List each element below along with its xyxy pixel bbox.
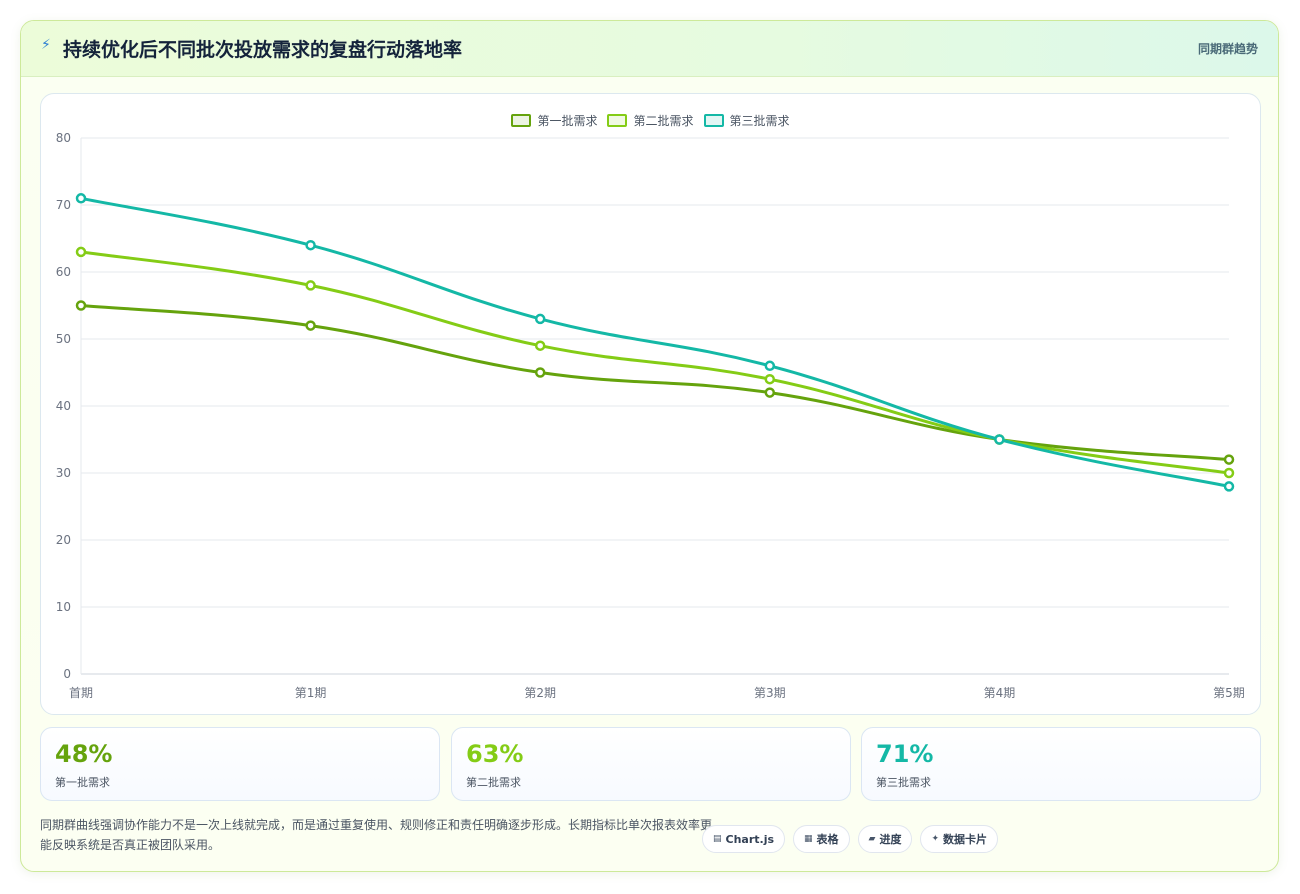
data-point: [764, 387, 776, 398]
y-tick-label: 60: [56, 265, 71, 279]
tag-table[interactable]: ▦ 表格: [793, 825, 850, 853]
stats-row: 48% 第一批需求 63% 第二批需求 71% 第三批需求: [40, 727, 1261, 801]
tag-label: 进度: [879, 833, 902, 846]
data-point: [1223, 481, 1235, 492]
data-point: [534, 313, 546, 325]
series-line-3: [79, 196, 1231, 488]
y-tick-label: 40: [56, 399, 71, 413]
y-tick-label: 50: [56, 332, 71, 346]
stat-value-1: 48%: [55, 740, 113, 768]
legend-item-series-3[interactable]: 第三批需求: [703, 112, 790, 129]
card-header: ⚡ 持续优化后不同批次投放需求的复盘行动落地率 同期群趋势: [21, 21, 1278, 77]
stat-card-1: 48% 第一批需求: [40, 727, 440, 801]
legend-swatch-1: [511, 114, 532, 127]
data-point: [534, 340, 546, 351]
tag-label: Chart.js: [725, 832, 775, 846]
x-tick-label: 第5期: [1213, 686, 1245, 700]
tag-chartjs[interactable]: ▤ Chart.js: [701, 825, 786, 853]
legend-item-series-1[interactable]: 第一批需求: [511, 112, 597, 129]
y-tick-label: 30: [56, 466, 71, 480]
legend-swatch-3: [703, 114, 724, 127]
x-tick-label: 第2期: [524, 686, 556, 700]
legend-label-1: 第一批需求: [537, 114, 598, 128]
stat-value-2: 63%: [466, 740, 524, 768]
data-point: [534, 367, 546, 378]
data-point: [75, 193, 87, 204]
legend-label-3: 第三批需求: [729, 114, 790, 128]
tag-data-card[interactable]: ✦ 数据卡片: [920, 825, 998, 853]
table-icon: ▦: [804, 834, 813, 844]
chart-panel: 第一批需求 第二批需求 第三批需求 0 10 20 30 40 50 60 70 80 首期 第1期…: [40, 93, 1261, 715]
x-tick-label: 首期: [69, 686, 93, 700]
header-tag: 同期群趋势: [1197, 42, 1258, 56]
progress-icon: ▰: [868, 834, 876, 844]
stat-card-2: 63% 第二批需求: [451, 727, 851, 801]
stat-label-3: 第三批需求: [876, 776, 931, 789]
tag-label: 数据卡片: [943, 833, 987, 846]
data-point: [75, 300, 87, 311]
data-point: [305, 320, 316, 331]
stat-label-1: 第一批需求: [55, 776, 110, 789]
tag-list: ▤ Chart.js ▦ 表格 ▰ 进度 ✦ 数据卡片: [701, 825, 998, 853]
legend-swatch-2: [607, 114, 628, 127]
stat-value-3: 71%: [876, 740, 934, 768]
data-point: [764, 360, 776, 372]
sparkle-icon: ✦: [931, 834, 939, 844]
footer-description: 同期群曲线强调协作能力不是一次上线就完成，而是通过重复使用、规则修正和责任明确逐…: [40, 818, 713, 852]
legend-item-series-2[interactable]: 第二批需求: [607, 112, 694, 129]
dashboard-card: ⚡ 持续优化后不同批次投放需求的复盘行动落地率 同期群趋势 第一批需求 第二批需…: [20, 20, 1279, 872]
data-point: [305, 239, 316, 251]
y-tick-label: 80: [56, 131, 71, 145]
line-chart: 0 10 20 30 40 50 60 70 80 首期 第1期 第2期 第3期 第4期 第5期: [56, 131, 1245, 700]
x-tick-label: 第4期: [984, 686, 1016, 700]
x-tick-label: 第3期: [754, 686, 786, 700]
series-line-1: [79, 304, 1231, 462]
data-point: [764, 373, 776, 385]
tag-label: 表格: [816, 833, 839, 846]
stat-label-2: 第二批需求: [466, 776, 521, 789]
series-line-2: [79, 250, 1231, 475]
data-point: [75, 246, 87, 258]
lightning-icon: ⚡: [41, 37, 51, 53]
chart-legend: 第一批需求 第二批需求 第三批需求: [41, 112, 1260, 129]
y-tick-label: 10: [56, 600, 71, 614]
page-title: 持续优化后不同批次投放需求的复盘行动落地率: [63, 39, 463, 61]
y-tick-label: 70: [56, 198, 71, 212]
data-point: [1223, 454, 1235, 465]
chart-icon: ▤: [712, 834, 722, 844]
data-point: [1223, 467, 1235, 479]
data-point: [305, 280, 316, 291]
x-tick-label: 第1期: [295, 686, 327, 700]
legend-label-2: 第二批需求: [633, 114, 694, 128]
tag-progress[interactable]: ▰ 进度: [857, 825, 913, 853]
y-tick-label: 0: [63, 667, 71, 681]
stat-card-3: 71% 第三批需求: [861, 727, 1261, 801]
data-point: [994, 434, 1005, 445]
y-tick-label: 20: [56, 533, 71, 547]
